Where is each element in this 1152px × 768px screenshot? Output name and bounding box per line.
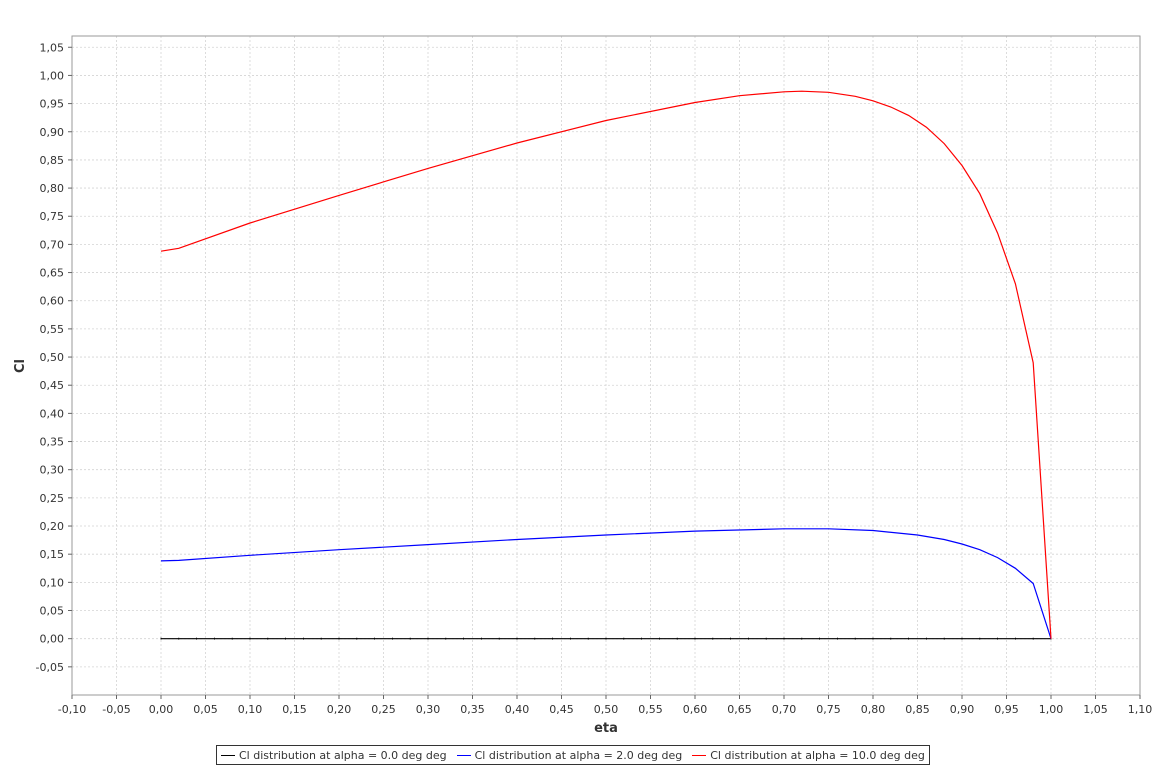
x-tick-label: 0,15	[282, 703, 307, 716]
axes: -0,10 -0,05 0,00 0,05 0,10 0,15 0,20 0,25 0,30 0,…	[36, 41, 1152, 716]
y-tick-label: 0,25	[40, 492, 65, 505]
y-tick-label: 0,85	[40, 154, 65, 167]
y-tick-label: 0,70	[40, 238, 65, 251]
legend-swatch	[456, 754, 471, 756]
series-layer	[160, 90, 1052, 640]
y-tick-label: 0,20	[40, 520, 65, 533]
x-tick-label: 0,45	[549, 703, 574, 716]
x-tick-label: 0,10	[238, 703, 263, 716]
x-tick-label: 0,00	[149, 703, 174, 716]
legend-swatch	[221, 754, 235, 756]
x-tick-label: 0,50	[594, 703, 619, 716]
legend-item-1: Cl distribution at alpha = 2.0 deg deg	[456, 748, 683, 762]
y-tick-label: 0,60	[40, 295, 65, 308]
x-tick-label: 1,05	[1083, 703, 1108, 716]
y-tick-label: 0,00	[40, 633, 65, 646]
x-tick-label: 0,40	[505, 703, 530, 716]
x-tick-label: 0,05	[193, 703, 218, 716]
series-line-1	[160, 528, 1052, 639]
x-tick-label: 0,80	[861, 703, 886, 716]
y-tick-label: 0,10	[40, 576, 65, 589]
x-tick-label: 1,00	[1039, 703, 1064, 716]
x-tick-label: 0,90	[950, 703, 975, 716]
y-tick-label: 0,65	[40, 267, 65, 280]
legend-item-0: Cl distribution at alpha = 0.0 deg deg	[221, 749, 447, 762]
x-tick-label: 1,10	[1128, 703, 1152, 716]
legend-label: Cl distribution at alpha = 0.0 deg deg	[239, 748, 447, 762]
y-tick-label: 0,95	[40, 98, 65, 111]
legend-swatch	[692, 754, 707, 756]
y-axis-title: Cl	[13, 359, 28, 373]
y-tick-label: -0,05	[36, 661, 64, 674]
x-tick-label: 0,30	[416, 703, 441, 716]
y-tick-label: 0,75	[40, 210, 65, 223]
x-tick-label: -0,05	[102, 703, 130, 716]
x-tick-label: 0,95	[994, 703, 1019, 716]
legend-item-2: Cl distribution at alpha = 10.0 deg deg	[692, 749, 925, 762]
x-tick-label: 0,25	[371, 703, 396, 716]
y-tick-label: 0,40	[40, 407, 65, 420]
legend-label: Cl distribution at alpha = 10.0 deg deg	[710, 748, 925, 762]
x-tick-label: -0,10	[58, 703, 86, 716]
y-tick-label: 0,15	[40, 548, 65, 561]
y-tick-label: 1,00	[40, 69, 65, 82]
x-tick-label: 0,20	[327, 703, 352, 716]
y-tick-label: 0,50	[40, 351, 65, 364]
series-line-2	[160, 90, 1052, 639]
x-tick-label: 0,35	[460, 703, 485, 716]
y-tick-label: 0,90	[40, 126, 65, 139]
y-tick-label: 0,05	[40, 605, 65, 618]
x-tick-label: 0,70	[772, 703, 797, 716]
y-tick-label: 0,45	[40, 379, 65, 392]
x-tick-label: 0,55	[638, 703, 663, 716]
legend: Cl distribution at alpha = 0.0 deg deg Cl…	[216, 745, 930, 765]
x-tick-label: 0,60	[683, 703, 708, 716]
y-tick-label: 0,80	[40, 182, 65, 195]
x-tick-label: 0,85	[905, 703, 930, 716]
y-tick-label: 0,55	[40, 323, 65, 336]
y-tick-label: 1,05	[40, 41, 65, 54]
x-tick-label: 0,65	[727, 703, 752, 716]
x-tick-label: 0,75	[816, 703, 841, 716]
y-tick-label: 0,30	[40, 464, 65, 477]
grid	[71, 36, 1141, 695]
y-tick-label: 0,35	[40, 436, 65, 449]
legend-label: Cl distribution at alpha = 2.0 deg deg	[474, 748, 683, 762]
x-axis-title: eta	[594, 721, 618, 736]
